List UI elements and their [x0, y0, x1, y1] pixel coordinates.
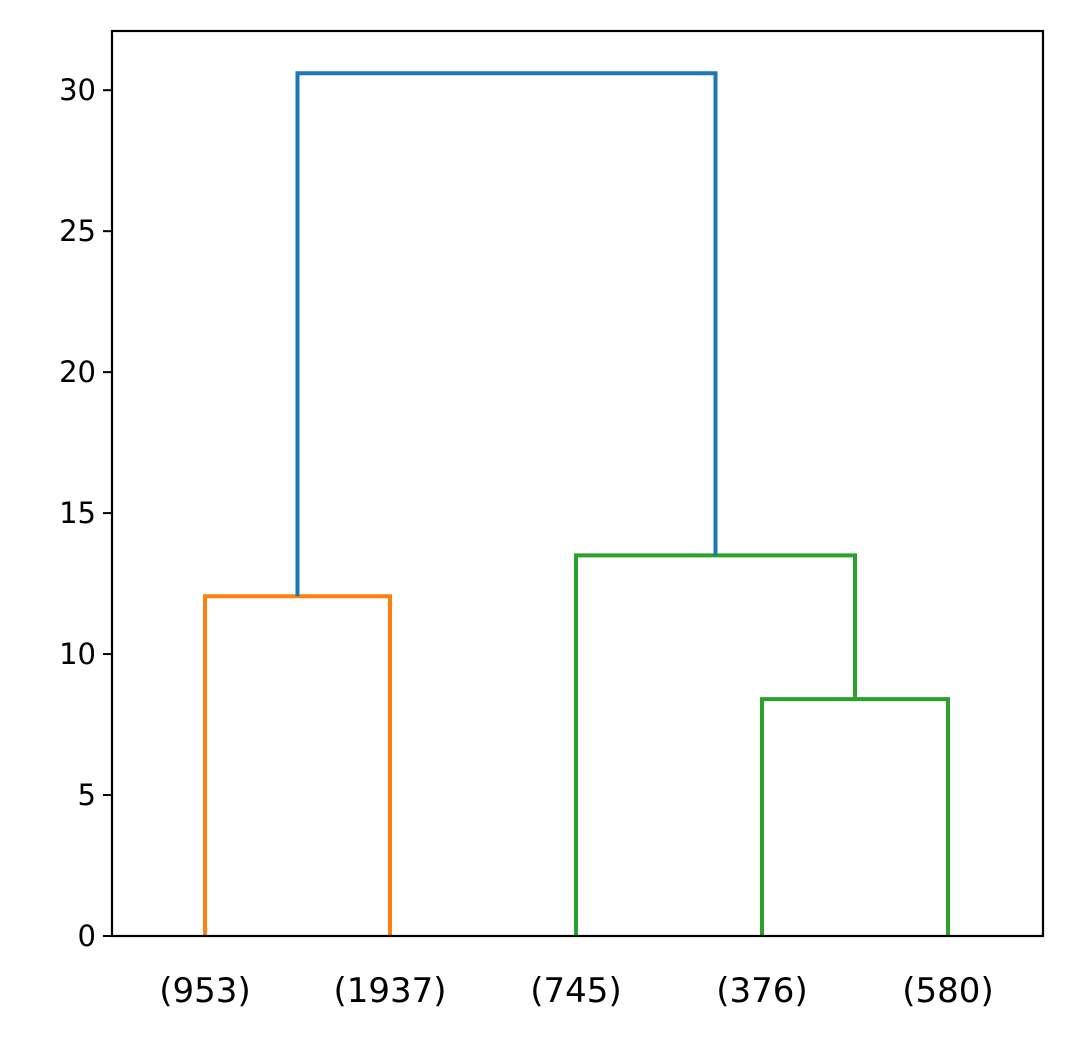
- link-root: [295, 71, 718, 597]
- leaf-label: (745): [530, 971, 621, 1011]
- y-tick-label: 30: [59, 73, 96, 107]
- y-tick-label: 15: [59, 496, 96, 530]
- x-axis-leaf-labels: (953) (1937) (745) (376) (580): [159, 971, 993, 1011]
- y-axis: 0 5 10 15 20 25 30: [59, 73, 112, 953]
- dendrogram-links: [203, 71, 950, 936]
- y-tick-label: 25: [59, 214, 96, 248]
- y-tick-label: 20: [59, 355, 96, 389]
- leaf-label: (580): [902, 971, 993, 1011]
- link-376-580: [760, 697, 950, 936]
- y-tick-label: 0: [78, 919, 96, 953]
- link-745-cluster: [574, 553, 857, 936]
- link-953-1937: [203, 594, 392, 936]
- plot-frame: [110, 29, 1045, 938]
- leaf-label: (953): [159, 971, 250, 1011]
- leaf-label: (376): [716, 971, 807, 1011]
- y-tick-label: 5: [78, 778, 96, 812]
- leaf-label: (1937): [333, 971, 446, 1011]
- y-tick-label: 10: [59, 637, 96, 671]
